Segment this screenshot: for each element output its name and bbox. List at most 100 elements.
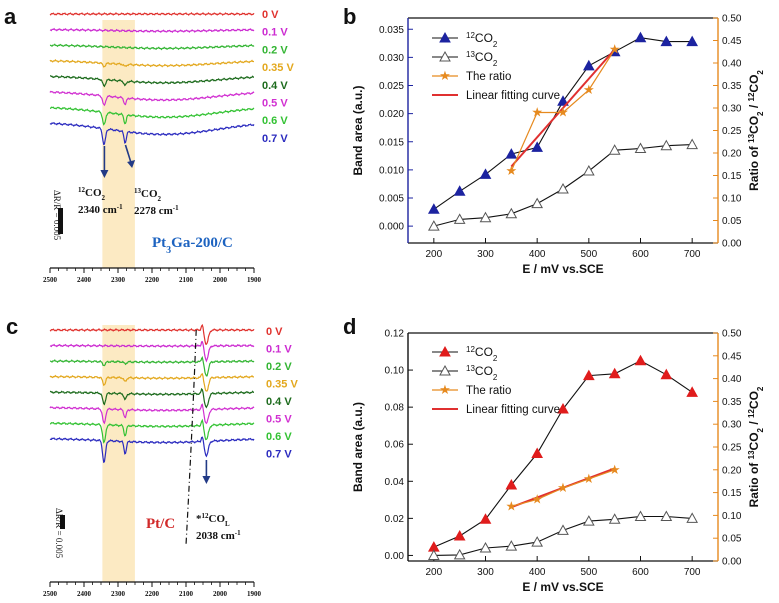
spectrum-trace — [49, 43, 255, 51]
x-tick-label: 700 — [684, 249, 701, 260]
y-tick-label: 0.08 — [385, 403, 405, 414]
scale-bar — [58, 208, 63, 234]
series-point-13CO2 — [505, 207, 518, 219]
series-point-12CO2 — [453, 529, 466, 541]
x-tick-label: 2100 — [179, 276, 194, 284]
voltage-label: 0.7 V — [262, 133, 288, 145]
y-tick-label: 0.02 — [385, 514, 405, 525]
legend-label-12co2: 12CO2 — [466, 345, 498, 363]
series-point-13CO2 — [634, 142, 647, 153]
arrow-13co2 — [124, 144, 132, 164]
panel-label-d: d — [343, 314, 356, 339]
x-tick-label: 2500 — [43, 590, 58, 598]
x-tick-label: 2000 — [213, 276, 228, 284]
series-point-13CO2 — [427, 220, 440, 231]
series-point-13CO2 — [582, 164, 595, 176]
y-tick-label: 0.04 — [385, 477, 405, 488]
legend-marker-12co2 — [439, 31, 451, 43]
series-point-12CO2 — [634, 354, 647, 366]
spectrum-trace — [49, 387, 254, 409]
series-point-12CO2 — [479, 168, 492, 179]
y2-axis-title: Ratio of 13CO2 / 12CO2 — [747, 386, 765, 507]
annotation-co: *12COL — [196, 512, 230, 528]
series-point-13CO2 — [531, 536, 544, 547]
ratio-point: ★ — [506, 164, 518, 179]
spectrum-trace — [50, 74, 254, 88]
series-point-13CO2 — [453, 213, 466, 224]
y2-tick-label: 0.10 — [722, 511, 742, 522]
x-tick-label: 300 — [477, 249, 494, 260]
y2-tick-label: 0.40 — [722, 59, 742, 70]
x-axis-title: E / mV vs.SCE — [522, 262, 603, 276]
series-point-13CO2 — [479, 211, 492, 223]
spectrum-panel-a: 0 V 0.1 V 0.2 V 0.35 V 0.4 V 0.5 V 0.6 V 0.7 V 2… — [43, 9, 294, 284]
voltage-label: 0.2 V — [262, 44, 288, 56]
voltage-label: 0.35 V — [262, 62, 294, 74]
series-point-13CO2 — [608, 513, 621, 524]
ratio-point: ★ — [557, 481, 569, 496]
voltage-label: 0.6 V — [266, 431, 292, 443]
y2-tick-label: 0.35 — [722, 397, 742, 408]
series-point-13CO2 — [505, 540, 518, 551]
series-point-12CO2 — [531, 447, 544, 458]
panel-label-b: b — [343, 4, 356, 29]
x-tick-label: 500 — [580, 567, 597, 578]
series-point-13CO2 — [634, 510, 647, 522]
x-tick-label: 2400 — [77, 590, 92, 598]
y-tick-label: 0.00 — [385, 551, 405, 562]
y2-tick-label: 0.05 — [722, 534, 742, 545]
voltage-label: 0.4 V — [266, 396, 292, 408]
sample-label: Pt3Ga-200/C — [152, 235, 233, 256]
y2-tick-label: 0.30 — [722, 104, 742, 115]
spectrum-trace — [49, 27, 255, 34]
legend-marker-ratio: ★ — [439, 383, 451, 398]
series-point-12CO2 — [505, 478, 518, 490]
band-area-chart-b: 0.000 0.005 0.010 0.015 0.020 0.025 0.030 0.035… — [351, 14, 765, 277]
x-tick-label: 2400 — [77, 276, 92, 284]
arrow-co-head — [202, 476, 211, 484]
series-point-12CO2 — [608, 367, 621, 379]
series-point-12CO2 — [686, 386, 699, 397]
ratio-point: ★ — [557, 106, 569, 121]
voltage-label: 0.35 V — [266, 379, 298, 391]
highlight-band-co2 — [102, 20, 135, 268]
legend-marker-12co2 — [439, 345, 451, 357]
y2-tick-label: 0.35 — [722, 81, 742, 92]
y-tick-label: 0.010 — [379, 165, 404, 176]
series-point-12CO2 — [505, 148, 518, 159]
series-point-13CO2 — [557, 524, 569, 535]
x-tick-label: 1900 — [247, 276, 262, 284]
legend-marker-13co2 — [439, 364, 451, 376]
series-point-13CO2 — [660, 510, 673, 522]
x-tick-label: 2300 — [111, 590, 126, 598]
series-point-12CO2 — [453, 185, 466, 196]
series-point-13CO2 — [531, 197, 544, 209]
legend-label-fit: Linear fitting curve — [466, 90, 560, 102]
arrow-13co2-head — [127, 160, 136, 168]
ratio-line — [510, 49, 616, 172]
y-tick-label: 0.025 — [379, 81, 404, 92]
spectrum-trace — [49, 122, 255, 146]
x-tick-label: 2500 — [43, 276, 58, 284]
legend-label-13co2: 13CO2 — [466, 364, 498, 382]
ratio-point: ★ — [583, 83, 595, 98]
x-tick-label: 600 — [632, 249, 649, 260]
y-tick-label: 0.035 — [379, 25, 404, 36]
scale-label: ΔR/R = 0.005 — [54, 508, 64, 559]
legend-label-fit: Linear fitting curve — [466, 404, 560, 416]
sample-label: Pt/C — [146, 516, 175, 532]
y-tick-label: 0.10 — [385, 366, 405, 377]
ratio-point: ★ — [609, 43, 621, 58]
ratio-point: ★ — [506, 499, 518, 514]
y2-tick-label: 0.20 — [722, 149, 742, 160]
spectrum-trace — [49, 403, 255, 425]
series-point-12CO2 — [686, 35, 699, 47]
legend-label-ratio: The ratio — [466, 385, 511, 397]
y-tick-label: 0.005 — [379, 194, 404, 205]
x-tick-label: 400 — [529, 249, 546, 260]
ratio-line — [511, 469, 615, 507]
spectrum-trace — [49, 418, 255, 444]
y2-tick-label: 0.10 — [722, 194, 742, 205]
y2-axis-title: Ratio of 13CO2 / 12CO2 — [747, 70, 765, 191]
